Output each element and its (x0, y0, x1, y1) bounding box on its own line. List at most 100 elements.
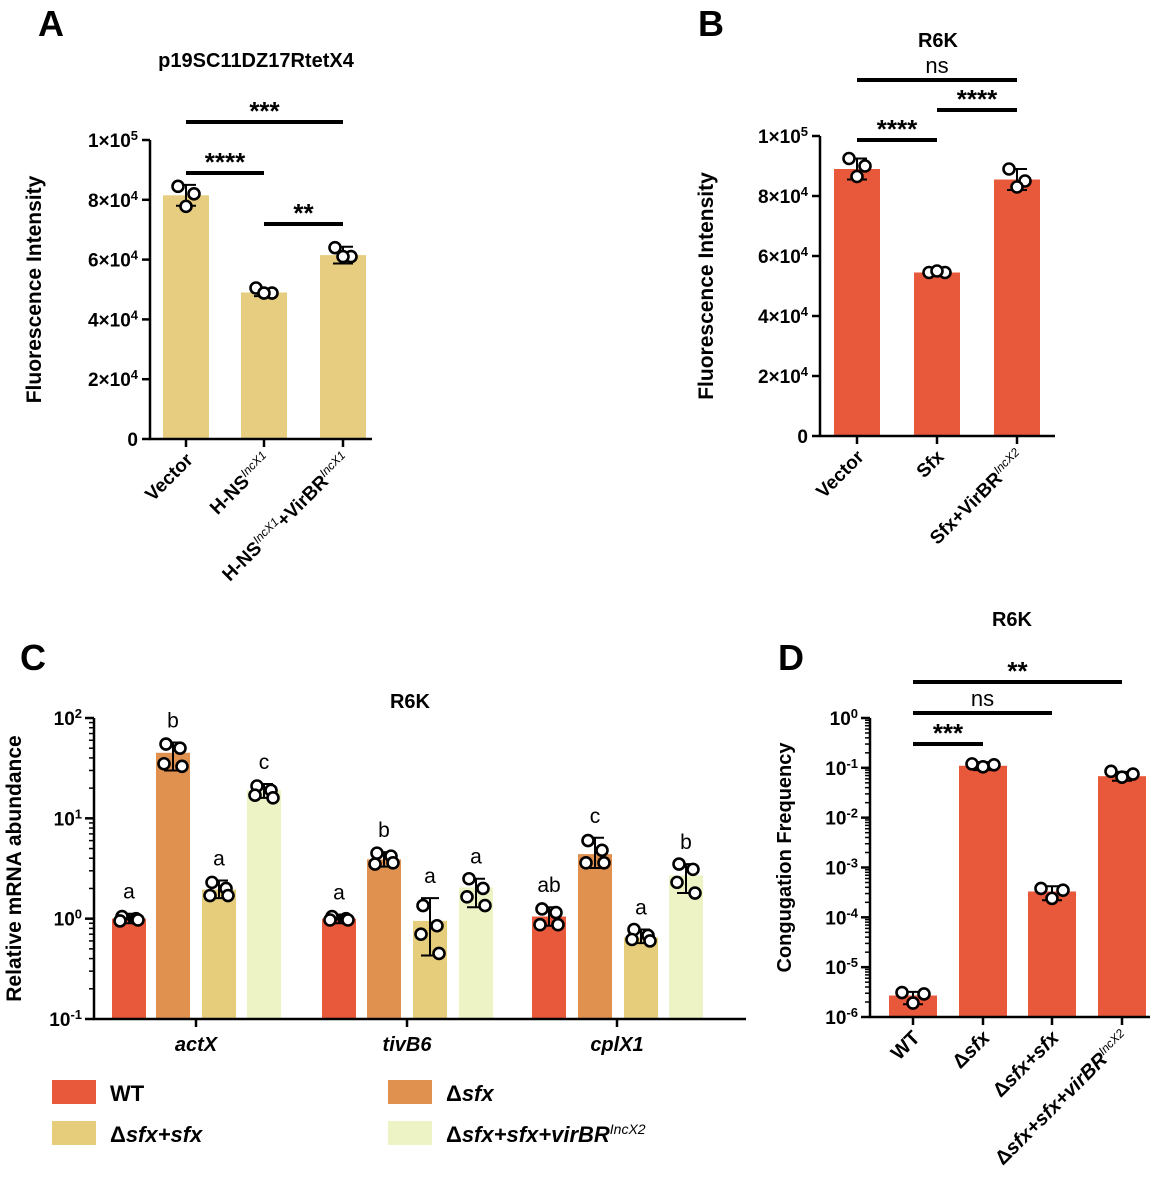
y-tick-label-base: 1×10 (88, 131, 131, 152)
y-tick-label-base: 2×10 (758, 367, 801, 388)
y-axis-label: Congugation Frequency (774, 742, 796, 973)
y-tick-label-exp: -5 (846, 955, 858, 970)
y-axis-label: Fluorescence Intensity (23, 175, 46, 403)
y-tick-label: 6×104 (88, 247, 139, 272)
legend-swatch (52, 1080, 96, 1104)
panel-a-chart: p19SC11DZ17RtetX4 Fluorescence Intensity 0… (23, 50, 372, 586)
group-letter: b (167, 709, 179, 732)
data-point (976, 759, 990, 774)
bar (163, 195, 209, 439)
group-letter: a (213, 848, 225, 871)
data-point (462, 871, 476, 886)
panel-label-c: C (20, 637, 46, 678)
data-point (113, 914, 127, 928)
x-tick-label-part: +VirBR (273, 471, 333, 531)
bar (624, 937, 658, 1019)
legend-label-part: sfx+sfx (126, 1122, 203, 1147)
data-point (672, 857, 686, 871)
x-tick-label: actX (175, 1034, 219, 1056)
x-tick-label: Sfx (913, 446, 949, 482)
y-tick-label: 10-2 (825, 805, 858, 830)
significance-label: **** (957, 84, 998, 114)
x-tick-label: Vector (142, 449, 198, 505)
group-letter: b (680, 831, 692, 854)
y-tick-label-base: 8×10 (758, 187, 801, 208)
x-tick-label: WT (887, 1027, 925, 1065)
legend-label-part: Δ (110, 1122, 126, 1147)
y-tick-label-exp: 0 (851, 706, 858, 721)
significance-label: **** (877, 114, 918, 144)
data-point (476, 881, 490, 896)
data-point (987, 758, 1001, 772)
y-tick-label: 0 (127, 430, 138, 451)
y-tick-label: 4×104 (758, 304, 809, 329)
data-point (131, 913, 145, 927)
x-tick-label: Vector (813, 446, 869, 502)
bar (320, 255, 366, 439)
data-point (579, 856, 593, 870)
group-letter: a (470, 846, 482, 869)
data-point (1126, 767, 1140, 781)
data-point (328, 240, 342, 255)
legend-swatch (388, 1121, 432, 1145)
bar (156, 752, 190, 1019)
data-point (248, 788, 262, 803)
group-letter: c (259, 751, 270, 774)
chart-title: R6K (390, 691, 431, 713)
y-tick-label-exp: 4 (131, 247, 139, 262)
data-point (670, 875, 684, 890)
data-point (414, 927, 428, 942)
data-point (179, 199, 193, 214)
data-point (205, 875, 219, 890)
data-point (1104, 764, 1118, 779)
data-point (257, 286, 271, 300)
data-point (858, 159, 872, 173)
panel-label-a: A (38, 3, 64, 44)
y-tick-label-base: 10 (54, 809, 75, 830)
y-tick-label-base: 10 (49, 1010, 70, 1031)
data-point (187, 187, 201, 201)
data-point (157, 756, 171, 771)
data-point (336, 249, 350, 264)
significance-label: ns (925, 53, 948, 78)
y-tick-label-exp: 0 (75, 906, 82, 921)
data-point (171, 179, 185, 194)
data-point (688, 886, 702, 900)
x-tick-label-part: Sfx (913, 446, 949, 482)
y-tick-label-base: 10 (825, 859, 846, 880)
data-point (323, 913, 337, 927)
data-point (1045, 891, 1059, 906)
legend-label-part: sfx+sfx+virBR (462, 1122, 610, 1147)
y-tick-label-exp: 5 (801, 124, 808, 139)
group-letter: b (378, 819, 390, 842)
y-tick-label-exp: 5 (131, 128, 138, 143)
y-tick-label-exp: 4 (131, 187, 139, 202)
y-tick-label-base: 10 (830, 709, 851, 730)
legend-swatch (52, 1121, 96, 1145)
y-tick-label-exp: -1 (70, 1007, 82, 1022)
group-letter: a (424, 865, 436, 888)
bar (914, 272, 960, 436)
x-tick-label-part: IncX2 (991, 445, 1023, 477)
y-tick-label-exp: 4 (801, 184, 809, 199)
x-tick-label-part: Vector (813, 446, 869, 502)
y-tick-label-base: 10 (825, 759, 846, 780)
group-letter: c (590, 805, 601, 828)
x-tick-label-part: IncX1 (238, 448, 270, 480)
y-tick-label: 10-1 (49, 1007, 82, 1032)
legend-label: Δsfx+sfx (110, 1122, 203, 1147)
y-tick-label: 10-6 (825, 1005, 858, 1030)
y-tick-label-base: 6×10 (758, 247, 801, 268)
data-point (370, 846, 384, 860)
y-tick-label-base: 4×10 (88, 310, 131, 331)
bar (1098, 776, 1146, 1017)
chart-title: R6K (992, 609, 1033, 631)
significance-label: *** (933, 718, 964, 748)
data-point (460, 890, 474, 904)
x-tick-label-part: WT (887, 1027, 925, 1065)
data-point (1056, 883, 1070, 898)
legend-swatch (388, 1080, 432, 1104)
y-tick-label-base: 8×10 (88, 191, 131, 212)
y-tick-label: 0 (797, 427, 808, 448)
y-tick-label-exp: -1 (846, 755, 858, 770)
